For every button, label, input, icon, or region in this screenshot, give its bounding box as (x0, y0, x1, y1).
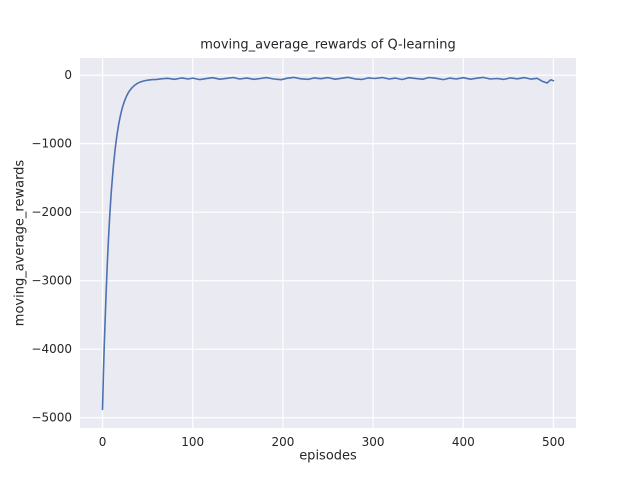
x-tick-label: 500 (542, 435, 565, 449)
y-tick-label: −5000 (31, 411, 72, 425)
x-tick-label: 0 (99, 435, 107, 449)
y-tick-label: −4000 (31, 342, 72, 356)
x-axis-label: episodes (299, 448, 357, 464)
y-axis-label: moving_average_rewards (12, 159, 28, 327)
y-tick-label: −2000 (31, 205, 72, 219)
y-tick-label: −3000 (31, 274, 72, 288)
y-tick-label: −1000 (31, 137, 72, 151)
x-tick-label: 300 (362, 435, 385, 449)
plot-background (80, 58, 576, 428)
x-tick-label: 100 (181, 435, 204, 449)
x-tick-label: 200 (271, 435, 294, 449)
series-line (101, 76, 555, 411)
y-tick-label: 0 (64, 68, 72, 82)
chart-title: moving_average_rewards of Q-learning (200, 37, 456, 53)
x-tick-label: 400 (452, 435, 475, 449)
